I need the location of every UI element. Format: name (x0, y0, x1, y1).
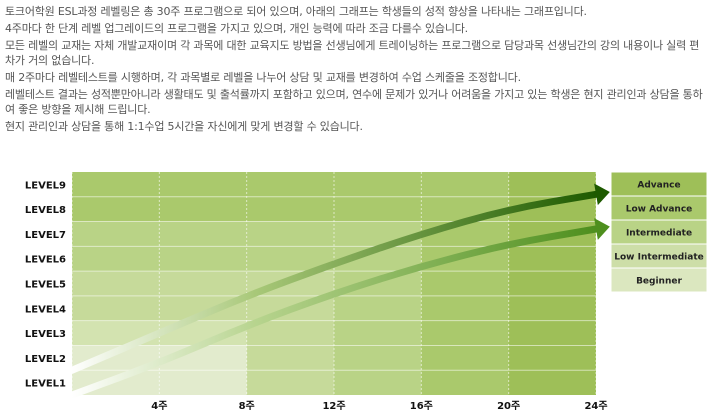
legend-box (610, 171, 708, 197)
x-tick-label: 16주 (410, 400, 433, 412)
intro-line: 모든 레벨의 교재는 자체 개발교재이며 각 과목에 대한 교육지도 방법을 선… (5, 39, 700, 67)
level-label: LEVEL8 (25, 205, 66, 216)
level-label: LEVEL3 (25, 329, 66, 340)
x-tick-label: 8주 (239, 400, 255, 412)
x-tick-label: 12주 (322, 400, 345, 412)
legend-label: Low Advance (626, 205, 693, 215)
intro-line: 레벨테스트 결과는 성적뿐만아니라 생활태도 및 출석률까지 포함하고 있으며,… (5, 88, 703, 116)
chart-legend: Advance Low Advance Intermediate Low Interm… (610, 171, 708, 293)
legend-box (610, 267, 708, 293)
intro-line: 4주마다 한 단계 레벨 업그레이드의 프로그램을 가지고 있으며, 개인 능력… (5, 22, 468, 35)
level-label: LEVEL5 (25, 280, 66, 291)
level-label: LEVEL4 (25, 304, 66, 315)
legend-box (610, 219, 708, 245)
legend-label: Intermediate (626, 229, 692, 239)
chart-labels: LEVEL1 LEVEL2 LEVEL3 LEVEL4 LEVEL5 LEVEL6 LEVE… (25, 180, 608, 412)
level-label: LEVEL7 (25, 230, 66, 241)
series-arrowhead (594, 183, 610, 206)
series-line (68, 190, 600, 374)
legend-label: Advance (637, 181, 680, 191)
level-label: LEVEL6 (25, 255, 66, 266)
intro-line: 매 2주마다 레벨테스트를 시행하며, 각 과목별로 레벨을 나누어 상담 및 … (5, 71, 521, 84)
level-label: LEVEL9 (25, 180, 66, 191)
legend-label: Beginner (636, 277, 682, 287)
x-tick-label: 24주 (584, 400, 607, 412)
x-tick-label: 4주 (151, 400, 167, 412)
intro-text: 토크어학원 ESL과정 레벨링은 총 30주 프로그램으로 되어 있으며, 아래… (5, 4, 707, 134)
intro-line: 현지 관리인과 상담을 통해 1:1수업 5시간을 자신에게 맞게 변경할 수 … (5, 120, 363, 133)
series-arrowhead (594, 218, 610, 240)
legend-label: Low Intermediate (614, 253, 703, 263)
x-tick-label: 20주 (497, 400, 520, 412)
intro-line: 토크어학원 ESL과정 레벨링은 총 30주 프로그램으로 되어 있으며, 아래… (5, 5, 587, 18)
chart-series (68, 183, 610, 399)
series-line (68, 225, 600, 399)
level-label: LEVEL2 (25, 354, 66, 365)
level-progress-chart: LEVEL1 LEVEL2 LEVEL3 LEVEL4 LEVEL5 LEVEL6 LEVE… (25, 171, 708, 412)
level-label: LEVEL1 (25, 379, 66, 390)
